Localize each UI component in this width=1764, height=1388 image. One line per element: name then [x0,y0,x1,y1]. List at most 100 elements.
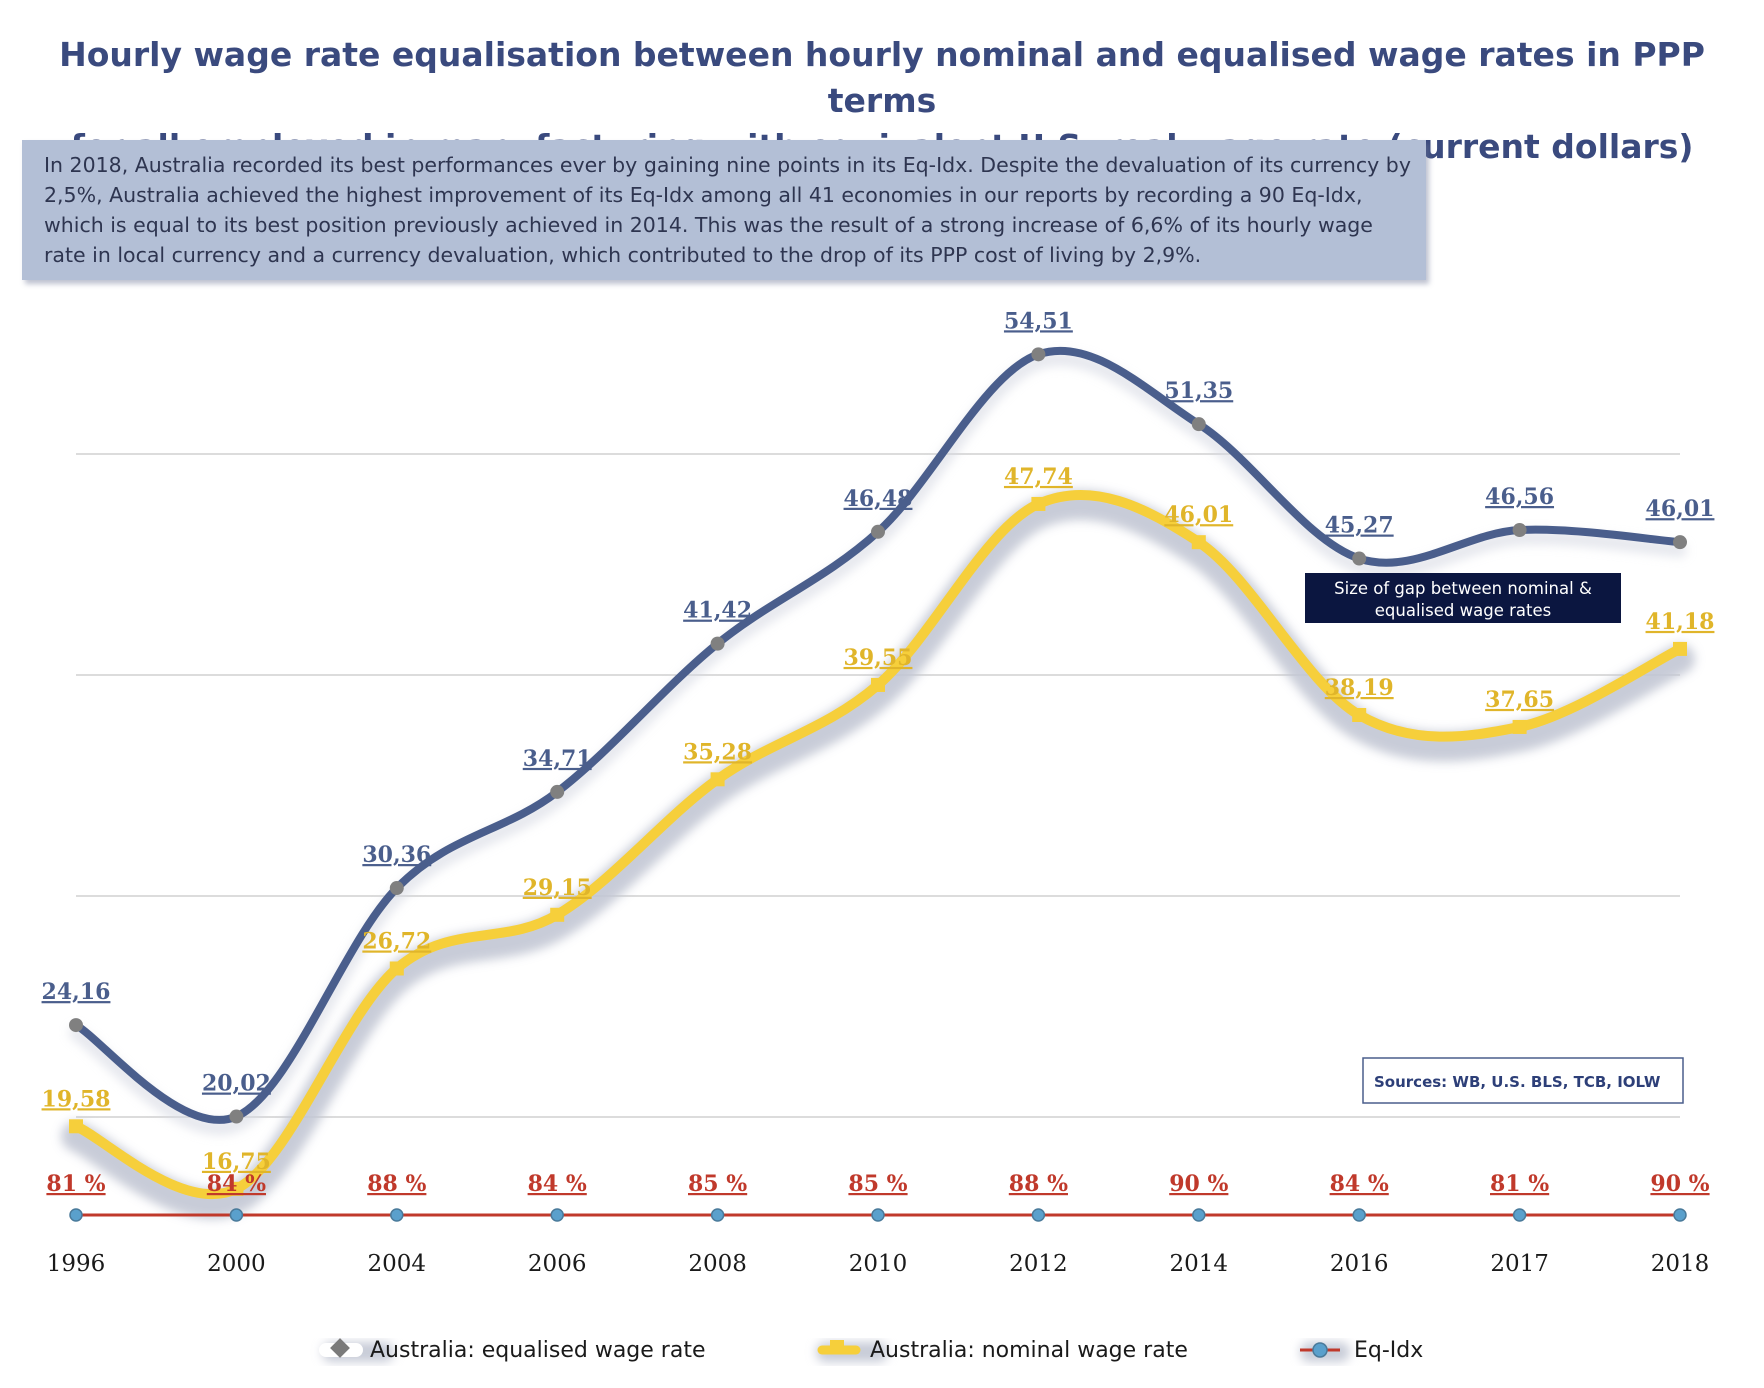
sources-frame [1362,1057,1684,1104]
legend-marker-equalised [330,1338,350,1358]
legend-label-eqidx: Eq-Idx [1354,1338,1423,1363]
year-label-2012: 2012 [1009,1251,1068,1277]
year-label-2004: 2004 [368,1251,427,1277]
nominal-marker-2008 [710,772,725,787]
eq-idx-label-2004: 88 % [367,1171,426,1197]
nominal-label-2008: 35,28 [683,739,752,765]
eq-idx-label-2017: 81 % [1490,1171,1549,1197]
nominal-label-2012: 47,74 [1004,464,1073,490]
legend-label-equalised: Australia: equalised wage rate [370,1338,705,1363]
equalised-marker-2006 [550,784,565,799]
year-label-1996: 1996 [47,1251,106,1277]
year-label-2006: 2006 [528,1251,587,1277]
equalised-label-2004: 30,36 [362,842,431,868]
equalised-series [69,346,1687,1124]
equalised-label-2017: 46,56 [1485,484,1554,510]
legend-item-nominal[interactable]: Australia: nominal wage rate [816,1338,1188,1363]
equalised-label-2016: 45,27 [1325,513,1394,539]
year-label-2016: 2016 [1330,1251,1389,1277]
nominal-label-2006: 29,15 [523,875,592,901]
eq-idx-label-2008: 85 % [688,1171,747,1197]
equalised-marker-2016 [1352,551,1367,566]
description-text: In 2018, Australia recorded its best per… [44,153,1411,267]
gap-annotation-line-2: equalised wage rates [1375,601,1551,620]
legend-item-equalised[interactable]: Australia: equalised wage rate [319,1338,705,1363]
nominal-label-2017: 37,65 [1485,687,1554,713]
year-label-2014: 2014 [1170,1251,1229,1277]
equalised-marker-1996 [69,1018,83,1033]
nominal-label-2018: 41,18 [1646,609,1715,635]
legend-marker-nominal [830,1340,844,1354]
equalised-marker-2000 [229,1109,244,1124]
nominal-series [69,489,1687,1200]
eq-idx-label-2016: 84 % [1330,1171,1389,1197]
nominal-marker-2012 [1031,496,1046,511]
nominal-label-2000: 16,75 [202,1149,271,1175]
chart-title-line-1: Hourly wage rate equalisation between ho… [59,35,1705,120]
sources-text: Sources: WB, U.S. BLS, TCB, IOLW [1374,1073,1661,1091]
sources-box: Sources: WB, U.S. BLS, TCB, IOLW [1362,1057,1684,1104]
year-label-2018: 2018 [1651,1251,1710,1277]
equalised-marker-2004 [389,881,404,896]
equalised-label-2008: 41,42 [683,598,752,624]
data-labels: 24,16 20,02 30,36 34,71 41,42 46,48 54,51 51,35… [42,308,1715,1174]
nominal-marker-2006 [550,907,565,922]
legend-label-nominal: Australia: nominal wage rate [870,1338,1188,1363]
legend-item-eqidx[interactable]: Eq-Idx [1300,1338,1423,1363]
eq-idx-marker-1996 [69,1208,83,1222]
nominal-marker-2014 [1191,535,1206,550]
year-label-2000: 2000 [207,1251,266,1277]
nominal-marker-2018 [1673,641,1687,656]
eq-idx-marker-2017 [1512,1208,1527,1222]
description-box: In 2018, Australia recorded its best per… [22,140,1426,280]
equalised-marker-2012 [1031,347,1046,362]
eq-idx-marker-2012 [1031,1208,1046,1222]
year-label-2008: 2008 [688,1251,747,1277]
gap-annotation-line-1: Size of gap between nominal & [1334,579,1592,598]
year-label-2010: 2010 [849,1251,908,1277]
equalised-marker-2008 [710,636,725,651]
eq-idx-label-2006: 84 % [528,1171,587,1197]
nominal-label-2010: 39,55 [844,645,913,671]
eq-idx-marker-2010 [871,1208,885,1222]
equalised-label-1996: 24,16 [42,979,111,1005]
nominal-label-1996: 19,58 [42,1086,111,1112]
nominal-marker-2017 [1512,719,1527,734]
equalised-label-2012: 54,51 [1004,308,1073,334]
eq-idx-label-2010: 85 % [848,1171,907,1197]
nominal-marker-2000 [229,1181,244,1196]
equalised-marker-2010 [871,524,885,539]
eq-idx-marker-2000 [229,1208,244,1222]
eq-idx-label-1996: 81 % [46,1171,105,1197]
nominal-label-2016: 38,19 [1325,675,1394,701]
nominal-marker-2010 [871,677,885,692]
equalised-label-2000: 20,02 [202,1071,271,1097]
nominal-marker-2016 [1352,708,1367,723]
eq-idx-marker-2014 [1192,1208,1206,1222]
eq-idx-label-2014: 90 % [1169,1171,1228,1197]
nominal-marker-1996 [69,1119,83,1134]
eq-idx-marker-2004 [390,1208,404,1222]
equalised-label-2014: 51,35 [1164,378,1233,404]
eq-idx-marker-2006 [550,1208,564,1222]
eq-idx-series: 81 % 84 % 88 % 84 % 85 % 85 % 88 % 90 % 84 % 81 %… [46,1171,1710,1222]
gap-annotation-box [1305,573,1621,623]
eq-idx-label-2000: 84 % [207,1171,266,1197]
equalised-label-2010: 46,48 [844,486,913,512]
nominal-label-2014: 46,01 [1164,502,1233,528]
equalised-marker-2018 [1673,535,1687,550]
nominal-marker-2004 [389,961,404,976]
legend-marker-eqidx [1312,1342,1328,1358]
x-axis-labels: 1996 2000 2004 2006 2008 2010 2012 2014 2016 2017… [47,1251,1710,1277]
equalised-label-2018: 46,01 [1646,496,1715,522]
eq-idx-marker-2016 [1352,1208,1366,1222]
year-label-2017: 2017 [1490,1251,1549,1277]
eq-idx-marker-2018 [1673,1208,1687,1222]
eq-idx-marker-2008 [710,1208,725,1222]
legend: Australia: equalised wage rate Australia… [319,1338,1423,1363]
equalised-marker-2014 [1191,417,1206,432]
eq-idx-label-2018: 90 % [1650,1171,1709,1197]
equalised-marker-2017 [1512,523,1527,538]
gap-annotation: Size of gap between nominal & equalised … [1305,573,1621,623]
